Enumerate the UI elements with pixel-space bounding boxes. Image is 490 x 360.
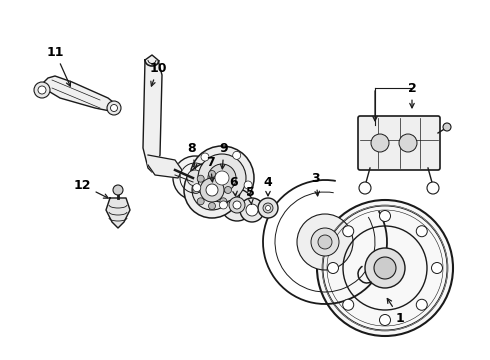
Text: 10: 10	[149, 62, 167, 86]
Circle shape	[184, 162, 240, 218]
Circle shape	[399, 134, 417, 152]
Circle shape	[365, 248, 405, 288]
Text: 1: 1	[387, 298, 404, 324]
Circle shape	[197, 198, 204, 205]
Circle shape	[220, 198, 227, 205]
Circle shape	[192, 170, 232, 210]
Text: 6: 6	[230, 176, 238, 196]
Circle shape	[209, 202, 216, 210]
Circle shape	[240, 198, 264, 222]
Circle shape	[318, 235, 332, 249]
Circle shape	[379, 315, 391, 325]
Circle shape	[220, 175, 227, 182]
Circle shape	[38, 86, 46, 94]
FancyBboxPatch shape	[358, 116, 440, 170]
Circle shape	[190, 146, 254, 210]
Circle shape	[111, 104, 118, 112]
Circle shape	[266, 206, 270, 211]
Polygon shape	[148, 155, 182, 178]
Circle shape	[359, 182, 371, 194]
Circle shape	[246, 204, 258, 216]
Circle shape	[374, 257, 396, 279]
Circle shape	[432, 262, 442, 274]
Circle shape	[379, 211, 391, 221]
Circle shape	[200, 178, 224, 202]
Circle shape	[113, 185, 123, 195]
Text: 7: 7	[206, 156, 215, 182]
Circle shape	[206, 184, 218, 196]
Circle shape	[427, 182, 439, 194]
Circle shape	[233, 151, 241, 159]
Polygon shape	[143, 55, 162, 172]
Circle shape	[244, 181, 252, 189]
Circle shape	[209, 171, 216, 177]
Polygon shape	[38, 76, 118, 112]
Circle shape	[208, 164, 236, 192]
Circle shape	[107, 101, 121, 115]
Circle shape	[193, 184, 201, 192]
Text: 3: 3	[312, 171, 320, 196]
Circle shape	[343, 226, 354, 237]
Circle shape	[263, 203, 273, 213]
Circle shape	[297, 214, 353, 270]
Text: 4: 4	[264, 176, 272, 196]
Circle shape	[233, 201, 241, 209]
Circle shape	[311, 228, 339, 256]
Text: 11: 11	[46, 45, 71, 86]
Circle shape	[371, 134, 389, 152]
Circle shape	[173, 156, 217, 200]
Circle shape	[224, 186, 231, 194]
Circle shape	[443, 123, 451, 131]
Circle shape	[215, 171, 229, 185]
Circle shape	[193, 186, 199, 194]
Circle shape	[258, 198, 278, 218]
Circle shape	[34, 82, 50, 98]
Circle shape	[201, 153, 209, 161]
Circle shape	[317, 200, 453, 336]
Circle shape	[327, 262, 339, 274]
Text: 9: 9	[220, 141, 228, 169]
Circle shape	[416, 299, 427, 310]
Circle shape	[343, 299, 354, 310]
Circle shape	[221, 189, 253, 221]
Circle shape	[187, 170, 203, 186]
Circle shape	[220, 201, 227, 209]
Circle shape	[229, 197, 245, 213]
Circle shape	[416, 226, 427, 237]
Text: 5: 5	[245, 185, 254, 204]
Text: 8: 8	[188, 141, 197, 169]
Polygon shape	[106, 198, 130, 228]
Circle shape	[198, 154, 246, 202]
Text: 12: 12	[73, 179, 108, 198]
Text: 2: 2	[408, 81, 416, 108]
Circle shape	[197, 175, 204, 182]
